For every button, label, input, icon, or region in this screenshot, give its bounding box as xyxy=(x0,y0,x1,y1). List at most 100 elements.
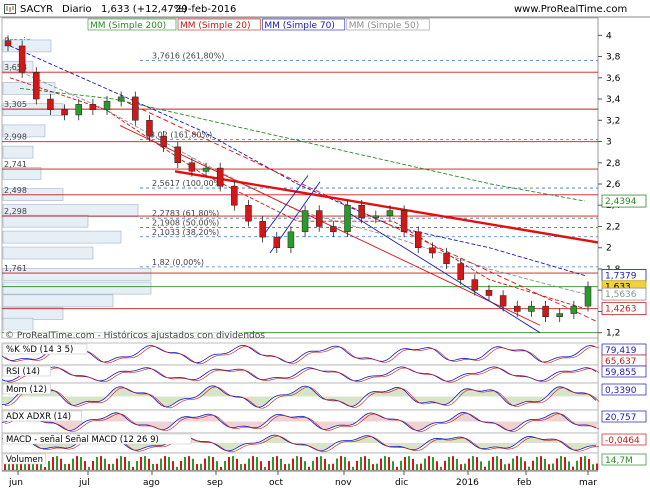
x-axis-tick-label: 2016 xyxy=(456,478,479,488)
volume-bar xyxy=(484,466,486,470)
candle-body xyxy=(315,210,323,227)
volume-bar xyxy=(312,460,314,470)
price-value-label: 2,4394 xyxy=(605,197,637,207)
volume-at-price-bar xyxy=(2,294,114,308)
candle-body xyxy=(570,305,578,314)
price-value-box xyxy=(601,287,647,301)
volume-bar xyxy=(456,458,458,470)
candle-body xyxy=(273,236,281,248)
volume-at-price-bar xyxy=(2,246,94,260)
indicator-value-box xyxy=(601,453,647,466)
volume-bar xyxy=(536,456,538,470)
candle-body xyxy=(301,210,309,233)
volume-bar xyxy=(468,458,470,470)
volume-bar xyxy=(92,461,94,470)
volume-bar xyxy=(104,458,106,470)
volume-bar xyxy=(444,460,446,470)
volume-bar xyxy=(160,458,162,470)
indicator-title-box xyxy=(2,433,192,445)
candle-body xyxy=(372,215,380,219)
volume-bar xyxy=(488,460,490,470)
volume-bar xyxy=(196,464,198,470)
indicator-title-box xyxy=(2,383,51,395)
fibonacci-label: 3,7616 (261,80%) xyxy=(152,52,224,61)
volume-bar xyxy=(292,458,294,470)
volume-at-price-bar xyxy=(2,82,56,95)
volume-bar xyxy=(576,460,578,470)
volume-bar xyxy=(344,457,346,470)
volume-bar xyxy=(432,457,434,470)
volume-at-price-bar xyxy=(2,281,152,295)
fibonacci-label: 2,1908 (50,00%) xyxy=(152,218,219,227)
indicator-line xyxy=(1,385,597,408)
y-axis-tick-label: 3,4 xyxy=(606,95,621,105)
left-level-label: 3,305 xyxy=(4,100,27,109)
volume-bar xyxy=(296,456,298,470)
candle-body xyxy=(160,135,167,148)
candle-body xyxy=(33,72,40,100)
volume-bar xyxy=(524,461,526,470)
price-value-box xyxy=(601,194,647,208)
volume-bar xyxy=(20,463,22,470)
indicator-value-label: 79,419 xyxy=(605,346,637,356)
volume-at-price-bar xyxy=(2,307,64,320)
candle-body xyxy=(344,204,351,233)
price-value-box xyxy=(601,302,647,316)
indicator-line xyxy=(1,366,597,382)
candle-body xyxy=(117,96,125,102)
volume-bar xyxy=(452,456,454,470)
indicator-title: MACD - señal Señal MACD (12 26 9) xyxy=(6,435,159,445)
x-axis-tick-label: ago xyxy=(143,478,160,488)
candle-body xyxy=(146,120,153,137)
candle-body xyxy=(47,98,54,110)
volume-bar xyxy=(96,456,98,470)
indicator-line xyxy=(1,344,597,364)
candle-body xyxy=(245,204,252,222)
candle-body xyxy=(358,204,365,219)
volume-bar xyxy=(528,466,530,470)
volume-bar xyxy=(332,463,334,470)
volume-bar xyxy=(324,458,326,470)
volume-bar xyxy=(168,457,170,470)
date-label: 29-feb-2016 xyxy=(175,4,237,15)
fibonacci-label: 2,2783 (61,80%) xyxy=(152,209,219,218)
volume-bar xyxy=(204,458,206,470)
indicator-title-box xyxy=(2,453,46,465)
indicator-title-box xyxy=(2,343,88,355)
last-price-label: 1,633 (+12,47%) xyxy=(101,4,188,15)
y-axis-tick-label: 3,2 xyxy=(606,116,620,126)
x-axis-tick-label: feb xyxy=(517,478,532,488)
volume-bar xyxy=(24,463,26,470)
volume-bar xyxy=(64,463,66,470)
volume-bar xyxy=(40,461,42,470)
y-axis-tick-label: 2 xyxy=(606,244,612,254)
volume-bar xyxy=(412,458,414,470)
volume-bar xyxy=(496,456,498,470)
volume-bar xyxy=(144,456,146,470)
left-level-label: 2,298 xyxy=(4,207,27,216)
volume-bar xyxy=(272,456,274,470)
indicator-line xyxy=(1,411,597,432)
ma-legend-box xyxy=(346,18,430,31)
indicator-signal-line xyxy=(4,412,600,432)
candle-body xyxy=(174,146,182,164)
candle-body xyxy=(386,210,394,217)
volume-bar xyxy=(304,461,306,470)
volume-bar xyxy=(504,464,506,470)
volume-bar xyxy=(540,456,542,470)
volume-bar xyxy=(248,458,250,470)
volume-bar xyxy=(352,466,354,470)
x-axis-tick-label: oct xyxy=(269,478,283,488)
volume-bar xyxy=(348,461,350,470)
volume-bar xyxy=(68,463,70,470)
volume-bar xyxy=(108,463,110,470)
y-axis-tick-label: 3 xyxy=(606,138,612,148)
fibonacci-label: 2,5617 (100,00%) xyxy=(152,179,224,188)
volume-bar xyxy=(568,461,570,470)
volume-bar xyxy=(72,458,74,470)
volume-bar xyxy=(128,461,130,470)
fibonacci-label: 2,1033 (38,20%) xyxy=(152,228,219,237)
volume-bar xyxy=(236,458,238,470)
volume-bar xyxy=(588,458,590,470)
